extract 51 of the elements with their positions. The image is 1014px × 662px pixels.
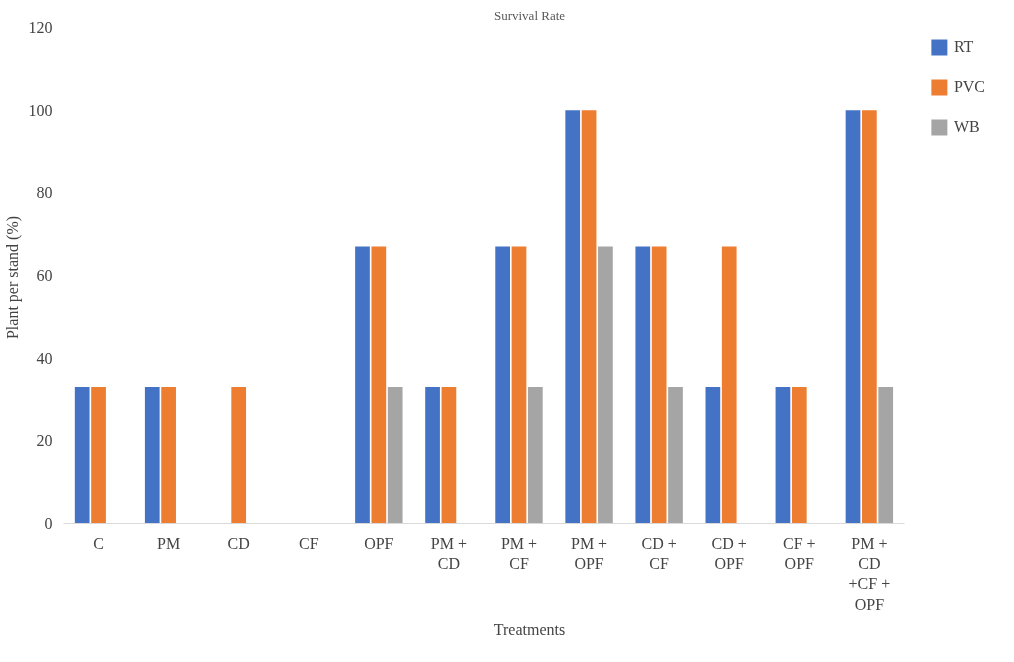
x-tick-label: CF — [298, 534, 319, 552]
bar — [91, 387, 106, 524]
bar — [425, 387, 440, 524]
y-tick-label: 120 — [28, 19, 53, 36]
x-tick-label: OPF — [364, 534, 394, 552]
legend-label: RT — [953, 38, 974, 56]
bar — [565, 110, 581, 524]
bar — [791, 387, 807, 524]
x-tick-label: C — [93, 534, 104, 552]
x-tick-label: PM + CF — [500, 534, 538, 572]
bar — [862, 110, 877, 524]
x-axis-title: Treatments — [493, 620, 566, 638]
bar — [355, 246, 370, 524]
bar — [775, 387, 791, 524]
bar — [598, 246, 613, 524]
y-tick-label: 20 — [36, 432, 53, 450]
bar — [511, 246, 527, 524]
chart-title: Survival Rate — [493, 7, 566, 23]
x-tick-label: PM + CD — [430, 534, 467, 572]
bar — [651, 246, 667, 524]
bar — [495, 246, 510, 524]
bar — [668, 387, 683, 524]
y-tick-label: 40 — [36, 349, 53, 367]
bar — [231, 387, 247, 524]
bar — [878, 387, 894, 524]
bar — [387, 387, 403, 524]
bar — [705, 387, 721, 524]
x-tick-label: PM + CD +CF + OPF — [848, 534, 891, 613]
bar — [371, 246, 387, 524]
y-axis-title: Plant per stand (%) — [3, 215, 22, 340]
x-tick-label: PM + OPF — [570, 534, 608, 572]
y-tick-label: 0 — [44, 515, 53, 532]
x-tick-label: CD + OPF — [711, 534, 747, 572]
y-tick-label: 80 — [36, 184, 53, 202]
bar — [527, 387, 543, 524]
legend-label: PVC — [953, 78, 985, 96]
bar — [845, 110, 861, 524]
bar — [441, 387, 457, 524]
x-tick-label: CD + CF — [641, 534, 677, 572]
bar — [74, 387, 90, 524]
x-tick-label: CD — [227, 534, 250, 552]
y-tick-label: 100 — [28, 101, 53, 119]
bar — [581, 110, 597, 524]
x-tick-label: CF + OPF — [782, 534, 816, 572]
bar — [161, 387, 176, 524]
bar — [721, 246, 737, 524]
legend-label: WB — [953, 118, 980, 136]
y-tick-label: 60 — [36, 267, 53, 284]
bar — [144, 387, 160, 524]
bar — [635, 246, 651, 524]
x-tick-label: PM — [157, 534, 181, 552]
